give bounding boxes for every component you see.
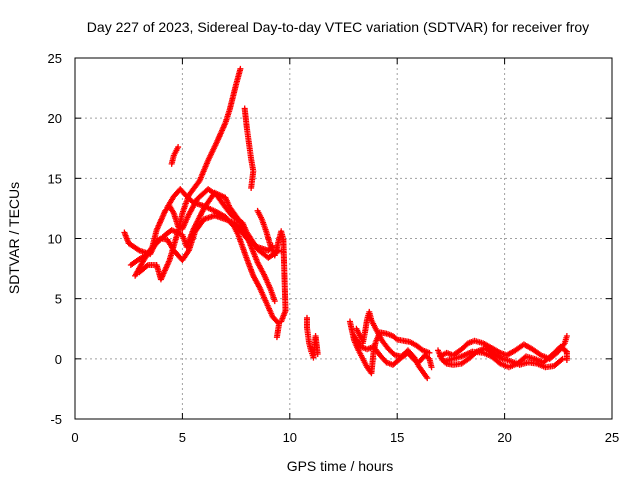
- y-tick-label: -5: [50, 412, 62, 427]
- x-tick-label: 15: [390, 430, 404, 445]
- data-point: [143, 263, 150, 270]
- data-point: [271, 298, 278, 305]
- y-tick-label: 5: [55, 292, 62, 307]
- data-point: [563, 332, 570, 339]
- data-point: [237, 65, 244, 72]
- data-point: [558, 356, 565, 363]
- x-tick-label: 10: [283, 430, 297, 445]
- data-point: [563, 357, 570, 364]
- data-point: [175, 144, 182, 151]
- data-point: [428, 364, 435, 371]
- data-point: [273, 334, 280, 341]
- chart-title: Day 227 of 2023, Sidereal Day-to-day VTE…: [87, 19, 589, 35]
- y-tick-label: 0: [55, 352, 62, 367]
- data-point: [426, 349, 433, 356]
- x-tick-label: 20: [497, 430, 511, 445]
- data-point: [278, 318, 285, 325]
- y-tick-label: 20: [48, 111, 62, 126]
- y-axis-label: SDTVAR / TECUs: [6, 182, 22, 294]
- x-axis-label: GPS time / hours: [287, 458, 394, 474]
- tick-labels: 0 5 10 15 20 25 -5 0 5 10 15 20 25: [48, 51, 620, 445]
- data-point: [424, 375, 431, 382]
- plot-frame: [74, 57, 613, 420]
- y-tick-label: 15: [48, 171, 62, 186]
- x-tick-label: 25: [605, 430, 619, 445]
- x-tick-label: 5: [179, 430, 186, 445]
- data-point: [314, 351, 321, 358]
- y-tick-label: 10: [48, 232, 62, 247]
- y-tick-label: 25: [48, 51, 62, 66]
- x-tick-label: 0: [71, 430, 78, 445]
- data-point: [248, 184, 255, 191]
- data-points: [121, 65, 570, 382]
